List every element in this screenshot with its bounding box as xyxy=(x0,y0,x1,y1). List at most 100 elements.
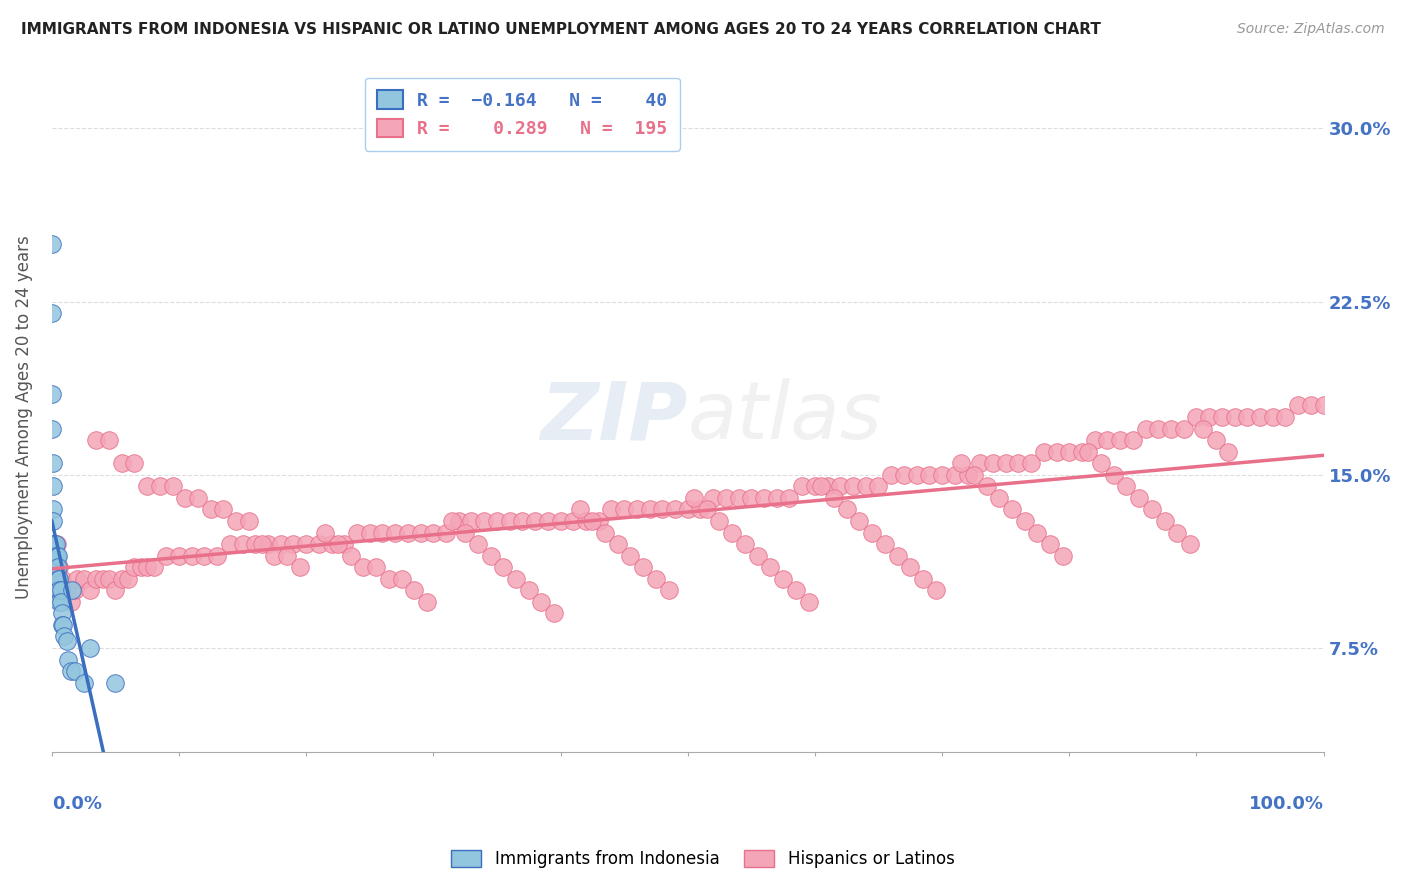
Point xyxy=(45,583,67,598)
Point xyxy=(676,502,699,516)
Text: Source: ZipAtlas.com: Source: ZipAtlas.com xyxy=(1237,22,1385,37)
Point xyxy=(129,560,152,574)
Point xyxy=(422,525,444,540)
Point xyxy=(41,306,63,320)
Point xyxy=(472,514,495,528)
Point xyxy=(321,537,343,551)
Point xyxy=(45,537,67,551)
Point xyxy=(1077,444,1099,458)
Point xyxy=(1128,491,1150,505)
Point xyxy=(283,537,305,551)
Point xyxy=(59,664,82,678)
Point xyxy=(1097,433,1119,447)
Point xyxy=(41,387,63,401)
Point xyxy=(1178,537,1201,551)
Point xyxy=(212,502,235,516)
Point xyxy=(245,537,267,551)
Text: 100.0%: 100.0% xyxy=(1249,796,1323,814)
Point xyxy=(59,595,82,609)
Point xyxy=(1026,525,1049,540)
Point xyxy=(1312,399,1334,413)
Point xyxy=(56,583,79,598)
Point xyxy=(117,572,139,586)
Point xyxy=(498,514,520,528)
Point xyxy=(485,514,508,528)
Point xyxy=(848,514,870,528)
Point xyxy=(434,525,457,540)
Point xyxy=(1198,410,1220,425)
Point xyxy=(416,595,439,609)
Point xyxy=(1249,410,1271,425)
Point xyxy=(1052,549,1074,563)
Point xyxy=(747,549,769,563)
Point xyxy=(810,479,832,493)
Point xyxy=(734,537,756,551)
Point xyxy=(1205,433,1227,447)
Point xyxy=(855,479,877,493)
Point xyxy=(53,629,76,643)
Point xyxy=(981,456,1004,470)
Point xyxy=(842,479,865,493)
Point xyxy=(1211,410,1233,425)
Point xyxy=(378,572,401,586)
Point xyxy=(517,583,540,598)
Point xyxy=(218,537,240,551)
Point xyxy=(1191,421,1213,435)
Point xyxy=(58,652,80,666)
Point xyxy=(969,456,991,470)
Point xyxy=(505,572,527,586)
Point xyxy=(1274,410,1296,425)
Point xyxy=(1109,433,1132,447)
Point xyxy=(48,595,70,609)
Point xyxy=(893,467,915,482)
Point xyxy=(638,502,661,516)
Point xyxy=(626,502,648,516)
Point xyxy=(45,549,67,563)
Point xyxy=(41,421,63,435)
Point xyxy=(200,502,222,516)
Point xyxy=(447,514,470,528)
Point xyxy=(1102,467,1125,482)
Point xyxy=(44,560,66,574)
Point xyxy=(702,491,724,505)
Point xyxy=(721,525,744,540)
Point xyxy=(180,549,202,563)
Point xyxy=(524,514,547,528)
Point xyxy=(45,537,67,551)
Point xyxy=(46,549,69,563)
Point xyxy=(1045,444,1067,458)
Point xyxy=(270,537,292,551)
Point xyxy=(91,572,114,586)
Point xyxy=(714,491,737,505)
Point xyxy=(51,572,73,586)
Point xyxy=(104,675,127,690)
Point xyxy=(250,537,273,551)
Point xyxy=(56,634,79,648)
Point xyxy=(346,525,368,540)
Point xyxy=(918,467,941,482)
Point xyxy=(155,549,177,563)
Point xyxy=(1185,410,1208,425)
Point xyxy=(550,514,572,528)
Point xyxy=(581,514,603,528)
Point xyxy=(1084,433,1107,447)
Text: IMMIGRANTS FROM INDONESIA VS HISPANIC OR LATINO UNEMPLOYMENT AMONG AGES 20 TO 24: IMMIGRANTS FROM INDONESIA VS HISPANIC OR… xyxy=(21,22,1101,37)
Point xyxy=(45,560,67,574)
Point xyxy=(42,456,65,470)
Text: atlas: atlas xyxy=(688,378,883,456)
Point xyxy=(42,537,65,551)
Point xyxy=(63,583,86,598)
Point xyxy=(1115,479,1137,493)
Point xyxy=(391,572,413,586)
Point xyxy=(42,514,65,528)
Point xyxy=(167,549,190,563)
Point xyxy=(72,675,94,690)
Point xyxy=(740,491,762,505)
Point xyxy=(66,572,89,586)
Point xyxy=(371,525,394,540)
Point xyxy=(1286,399,1309,413)
Point xyxy=(1032,444,1054,458)
Point xyxy=(752,491,775,505)
Point xyxy=(613,502,636,516)
Point xyxy=(562,514,585,528)
